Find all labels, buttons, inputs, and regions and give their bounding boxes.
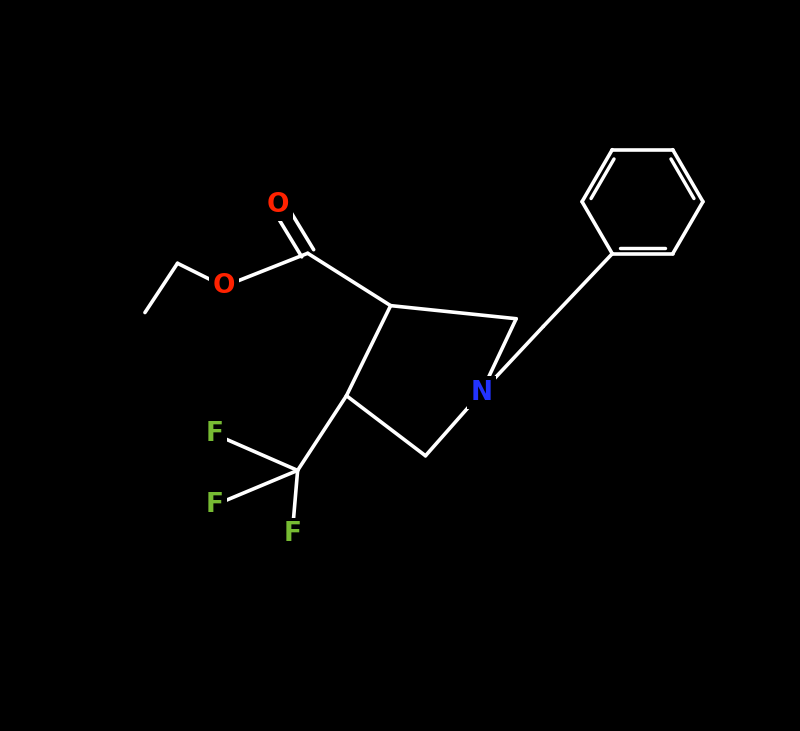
Text: O: O [267,192,290,218]
Text: F: F [283,521,302,548]
Text: N: N [470,379,492,406]
Text: O: O [213,273,235,300]
Text: F: F [206,492,224,518]
Text: F: F [206,421,224,447]
